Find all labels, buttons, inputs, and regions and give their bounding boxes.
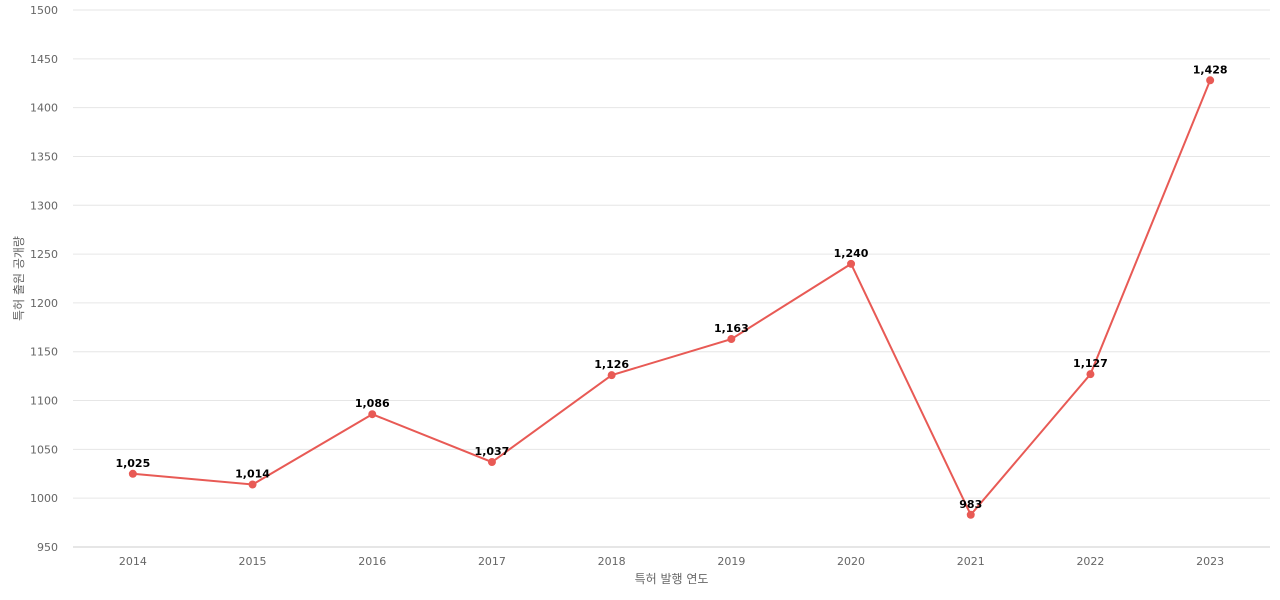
data-label: 1,127 <box>1073 357 1108 370</box>
x-tick-label: 2017 <box>478 555 506 568</box>
data-point[interactable] <box>128 469 137 478</box>
data-point[interactable] <box>966 510 975 519</box>
y-tick-label: 1450 <box>30 53 58 66</box>
data-label: 1,428 <box>1193 63 1228 76</box>
x-axis-ticks: 2014 2015 2016 2017 2018 2019 2020 2021 2022 2023 <box>119 555 1224 568</box>
y-tick-label: 1250 <box>30 248 58 261</box>
x-tick-label: 2014 <box>119 555 147 568</box>
data-label: 1,163 <box>714 322 749 335</box>
y-tick-label: 1000 <box>30 492 58 505</box>
y-tick-label: 1150 <box>30 346 58 359</box>
data-point[interactable] <box>487 458 496 467</box>
x-axis-title: 특허 발행 연도 <box>635 571 709 586</box>
y-tick-label: 1400 <box>30 102 58 115</box>
data-labels: 1,025 1,014 1,086 1,037 1,126 1,163 1,240 983 1,… <box>115 63 1227 510</box>
data-point[interactable] <box>1086 370 1095 379</box>
data-label: 1,037 <box>475 445 510 458</box>
y-tick-label: 1200 <box>30 297 58 310</box>
x-tick-label: 2016 <box>358 555 386 568</box>
series-group <box>132 79 1212 517</box>
data-points <box>128 76 1215 519</box>
data-point[interactable] <box>607 371 616 380</box>
data-label: 1,240 <box>834 247 869 260</box>
data-label: 1,025 <box>115 457 150 470</box>
data-label: 1,126 <box>594 358 629 371</box>
data-point[interactable] <box>847 259 856 268</box>
data-label: 983 <box>959 498 982 511</box>
y-tick-label: 1100 <box>30 395 58 408</box>
x-tick-label: 2019 <box>717 555 745 568</box>
data-label: 1,086 <box>355 397 390 410</box>
series-line <box>132 79 1212 517</box>
x-tick-label: 2018 <box>598 555 626 568</box>
data-point[interactable] <box>248 480 257 489</box>
y-tick-label: 1500 <box>30 4 58 17</box>
data-point[interactable] <box>1206 76 1215 85</box>
x-tick-label: 2015 <box>239 555 267 568</box>
x-tick-label: 2022 <box>1076 555 1104 568</box>
y-tick-label: 1350 <box>30 150 58 163</box>
data-label: 1,014 <box>235 468 270 481</box>
data-point[interactable] <box>727 335 736 344</box>
grid-lines <box>73 9 1270 499</box>
y-axis-ticks: 950 1000 1050 1100 1150 1200 1250 1300 1350 1400 1… <box>30 4 58 554</box>
x-tick-label: 2020 <box>837 555 865 568</box>
x-tick-label: 2023 <box>1196 555 1224 568</box>
y-axis-title: 특허 출원 공개량 <box>12 236 26 321</box>
data-point[interactable] <box>368 410 377 419</box>
y-tick-label: 1050 <box>30 443 58 456</box>
x-tick-label: 2021 <box>957 555 985 568</box>
y-tick-label: 1300 <box>30 199 58 212</box>
y-tick-label: 950 <box>37 541 58 554</box>
